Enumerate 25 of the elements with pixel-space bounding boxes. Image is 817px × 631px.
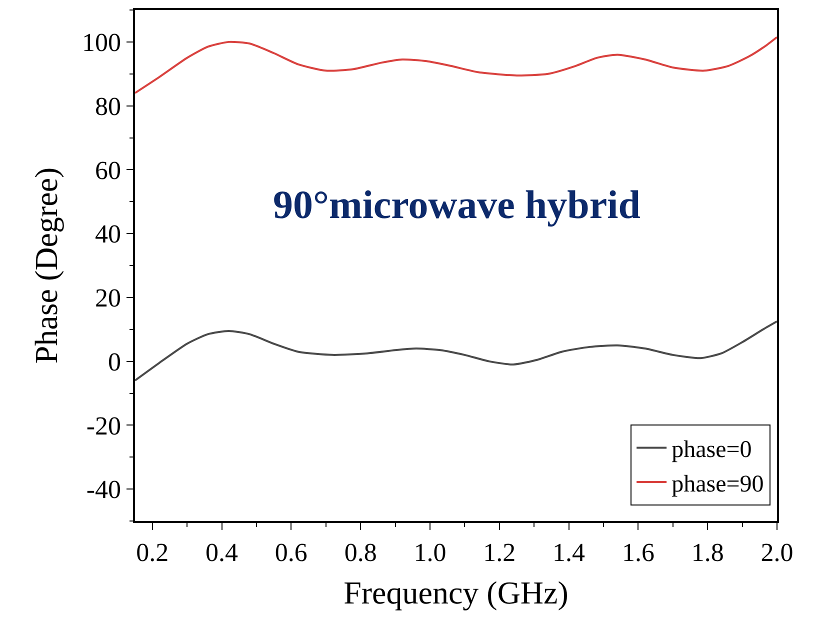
x-tick-label: 1.4 bbox=[552, 538, 586, 567]
x-tick-label: 1.6 bbox=[622, 538, 654, 567]
y-tick-label: -40 bbox=[86, 475, 122, 504]
y-tick-label: 40 bbox=[95, 220, 122, 249]
legend-label: phase=90 bbox=[672, 471, 764, 498]
y-tick-label: 100 bbox=[82, 28, 122, 58]
x-tick-label: 1.0 bbox=[414, 538, 446, 567]
line-series bbox=[135, 36, 777, 94]
y-axis-title: Phase (Degree) bbox=[28, 167, 64, 364]
x-tick-label: 0.4 bbox=[206, 538, 238, 567]
line-series bbox=[135, 320, 777, 382]
y-tick-label: 0 bbox=[108, 347, 122, 376]
y-tick-label: -20 bbox=[86, 411, 122, 440]
x-tick-label: 0.6 bbox=[274, 538, 308, 567]
legend-label: phase=0 bbox=[672, 437, 752, 464]
annotation: 90°microwave hybrid bbox=[273, 182, 640, 227]
x-axis-title: Frequency (GHz) bbox=[344, 574, 568, 610]
y-tick-label: 80 bbox=[95, 92, 122, 121]
x-tick-label: 0.8 bbox=[344, 538, 377, 567]
x-tick-label: 1.2 bbox=[483, 538, 516, 567]
y-tick-label: 20 bbox=[95, 284, 122, 313]
x-tick-label: 1.8 bbox=[691, 538, 724, 567]
y-tick-label: 60 bbox=[95, 156, 122, 185]
x-tick-label: 0.2 bbox=[136, 538, 169, 567]
x-tick-label: 2.0 bbox=[760, 538, 794, 567]
